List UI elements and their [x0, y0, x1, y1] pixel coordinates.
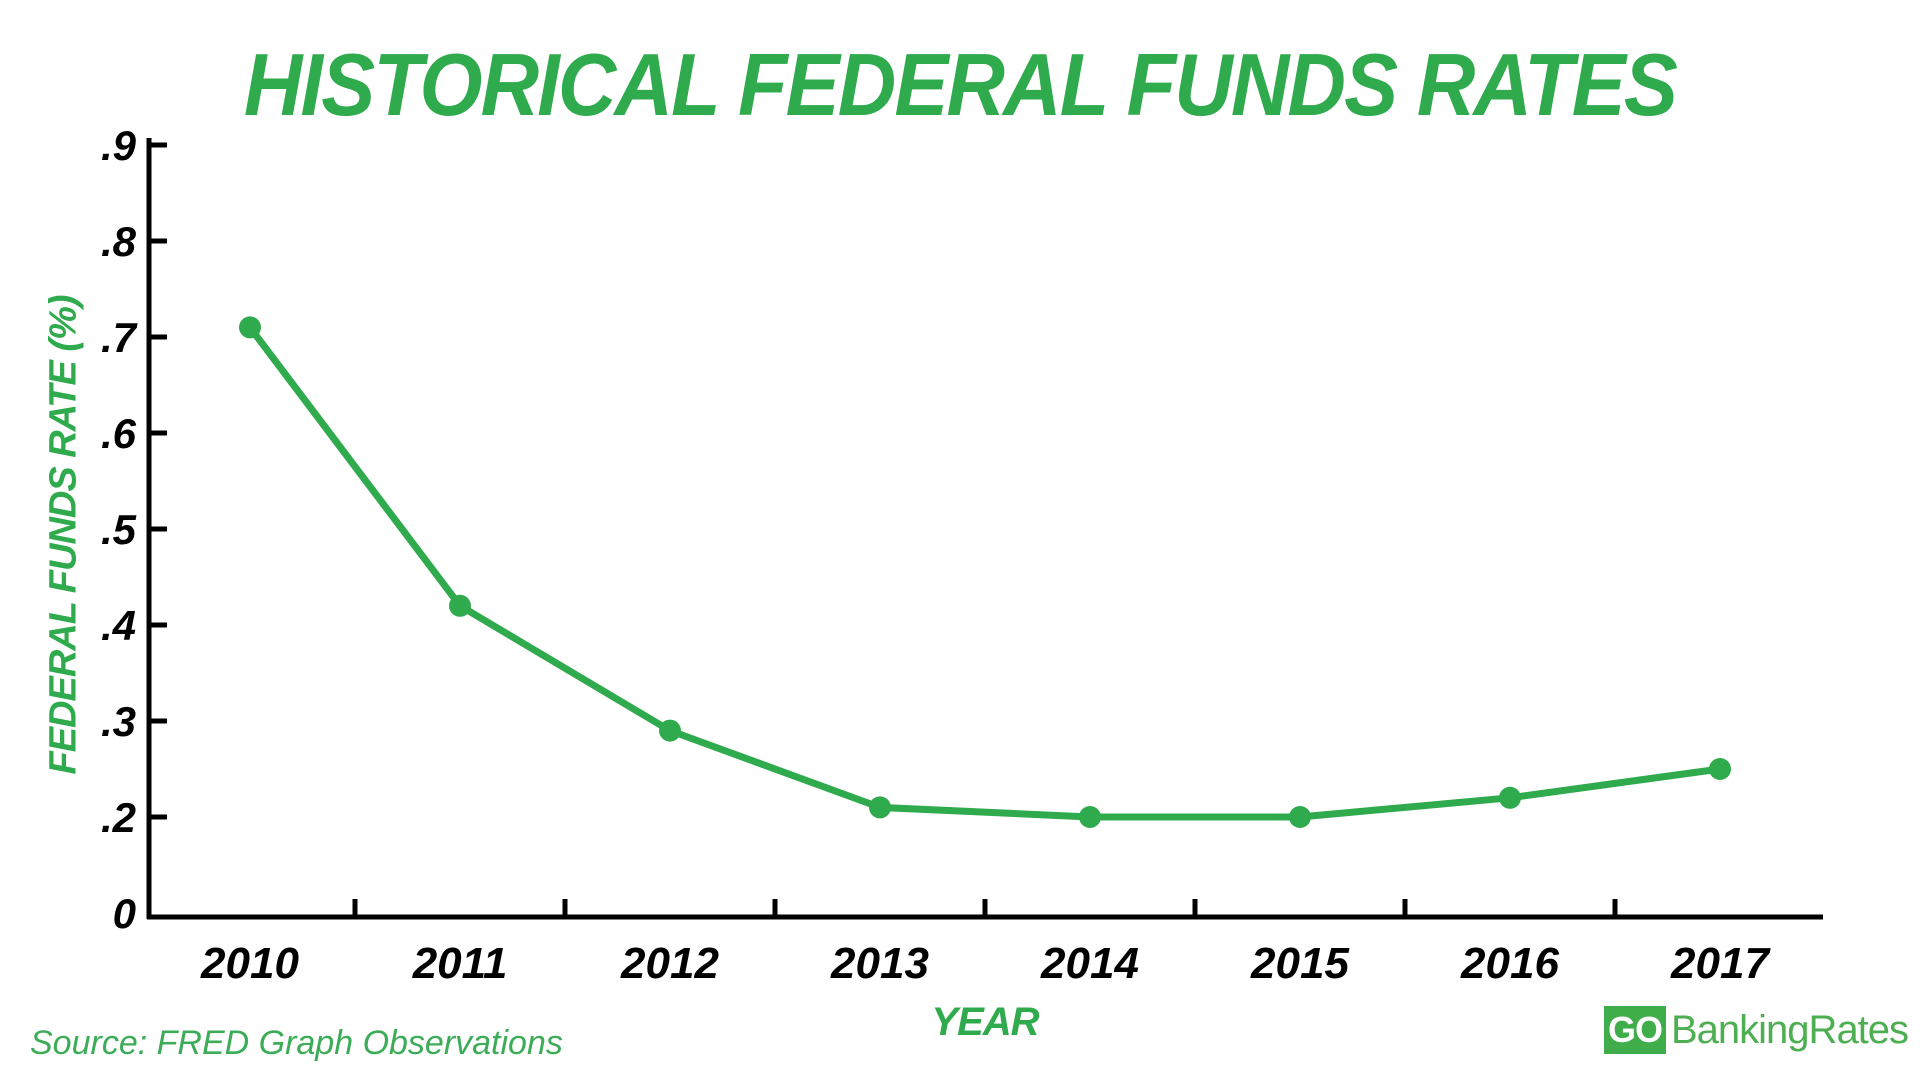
y-tick-label-.7: .7 — [101, 314, 138, 361]
data-point-2017 — [1709, 758, 1731, 780]
source-note: Source: FRED Graph Observations — [30, 1024, 563, 1062]
x-year-label-2016: 2016 — [1460, 939, 1559, 988]
y-tick-label-.2: .2 — [101, 794, 136, 841]
x-year-label-2014: 2014 — [1040, 939, 1139, 988]
y-tick-label-.3: .3 — [101, 698, 136, 745]
x-year-label-2013: 2013 — [830, 939, 929, 988]
logo-go-badge: GO — [1604, 1006, 1666, 1054]
x-year-label-2015: 2015 — [1250, 939, 1349, 988]
rate-line — [246, 323, 1724, 821]
data-point-2016 — [1499, 786, 1521, 809]
x-year-label-2010: 2010 — [200, 939, 299, 988]
data-point-2011 — [449, 594, 471, 617]
y-axis-title: FEDERAL FUNDS RATE (%) — [42, 295, 85, 775]
y-tick-label-0: 0 — [113, 890, 136, 937]
chart-title: HISTORICAL FEDERAL FUNDS RATES — [243, 35, 1678, 134]
data-point-2015 — [1289, 806, 1311, 828]
data-point-2012 — [659, 719, 681, 742]
x-year-label-2017: 2017 — [1670, 939, 1771, 988]
data-point-2013 — [869, 796, 891, 819]
data-point-2014 — [1079, 806, 1101, 828]
data-point-2010 — [239, 316, 261, 339]
x-year-label-2012: 2012 — [620, 939, 719, 988]
x-year-label-2011: 2011 — [412, 939, 508, 988]
gobankingrates-logo: GO BankingRates — [1604, 1006, 1909, 1054]
y-tick-label-.8: .8 — [101, 218, 137, 265]
y-tick-label-.5: .5 — [101, 506, 137, 553]
y-tick-label-.6: .6 — [101, 410, 137, 457]
x-axis-title: YEAR — [931, 1000, 1039, 1044]
y-tick-label-.9: .9 — [101, 122, 137, 169]
y-tick-label-.4: .4 — [101, 602, 136, 649]
logo-bankingrates-text: BankingRates — [1671, 1007, 1909, 1052]
